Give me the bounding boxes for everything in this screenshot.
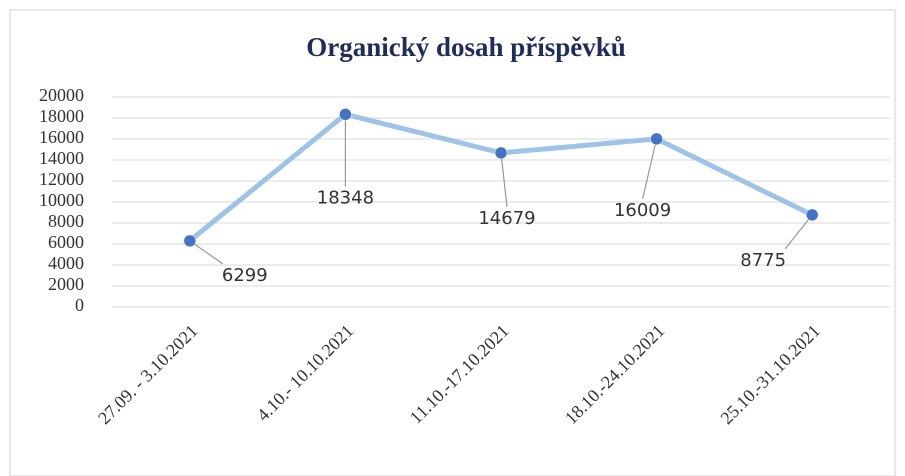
- data-label: 6299: [222, 265, 268, 286]
- y-tick-label: 18000: [39, 106, 84, 126]
- y-tick-label: 14000: [39, 148, 84, 168]
- data-label: 16009: [614, 200, 671, 221]
- y-tick-label: 20000: [39, 85, 84, 105]
- data-point: [494, 146, 508, 160]
- data-label: 18348: [317, 187, 374, 208]
- data-label: 8775: [740, 250, 786, 271]
- chart-frame: [9, 9, 896, 476]
- leader-line: [784, 214, 813, 250]
- data-label: 14679: [478, 208, 535, 229]
- chart-title: Organický dosah příspěvků: [306, 32, 626, 62]
- y-tick-label: 0: [75, 295, 84, 315]
- data-point: [183, 234, 197, 248]
- data-point: [339, 108, 352, 121]
- data-point: [650, 132, 663, 146]
- y-tick-label: 2000: [48, 274, 84, 294]
- y-tick-label: 8000: [48, 211, 84, 231]
- y-tick-label: 10000: [39, 190, 84, 210]
- leader-line: [500, 152, 508, 207]
- y-tick-label: 16000: [39, 127, 84, 147]
- y-tick-label: 6000: [48, 232, 84, 252]
- leader-line: [642, 138, 658, 200]
- leader-line: [189, 240, 224, 265]
- y-tick-label: 12000: [39, 169, 84, 189]
- y-tick-label: 4000: [48, 253, 84, 273]
- data-point: [805, 208, 819, 222]
